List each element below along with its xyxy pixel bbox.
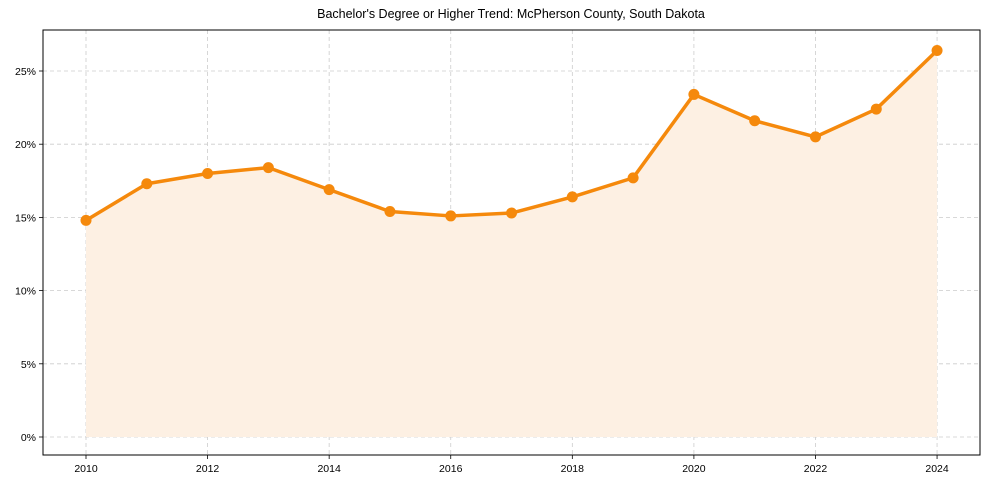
data-point — [202, 167, 214, 179]
plot-frame — [42, 29, 981, 456]
data-point — [445, 210, 457, 222]
x-tick-label: 2018 — [561, 463, 585, 475]
y-tick-label: 0% — [21, 432, 36, 444]
y-axis-ticks: 0% 5% 10% 15% 20% 25% — [15, 66, 43, 444]
x-tick-label: 2020 — [682, 463, 706, 475]
x-tick-label: 2022 — [804, 463, 828, 475]
x-tick-label: 2024 — [925, 463, 949, 475]
chart-title: Bachelor's Degree or Higher Trend: McPhe… — [317, 7, 705, 21]
y-tick-label: 10% — [15, 286, 36, 298]
data-point — [566, 191, 578, 203]
y-tick-label: 25% — [15, 66, 36, 78]
x-tick-label: 2010 — [74, 463, 98, 475]
data-point — [688, 88, 700, 100]
data-point — [870, 103, 882, 115]
area-fill — [86, 50, 938, 438]
data-point — [809, 131, 821, 143]
x-tick-label: 2014 — [317, 463, 341, 475]
y-tick-label: 15% — [15, 212, 36, 224]
x-tick-label: 2012 — [196, 463, 220, 475]
y-tick-label: 20% — [15, 139, 36, 151]
data-point — [262, 162, 274, 174]
x-axis-ticks: 2010 2012 2014 2016 2018 2020 2022 2024 — [74, 455, 949, 475]
data-point — [506, 207, 518, 219]
data-point — [931, 45, 943, 57]
data-point — [627, 172, 639, 184]
data-point — [80, 214, 92, 226]
data-point — [384, 206, 396, 218]
data-point — [141, 178, 153, 190]
x-tick-label: 2016 — [439, 463, 463, 475]
y-tick-label: 5% — [21, 359, 36, 371]
data-points — [80, 45, 943, 226]
data-point — [749, 115, 761, 127]
data-point — [323, 184, 335, 196]
